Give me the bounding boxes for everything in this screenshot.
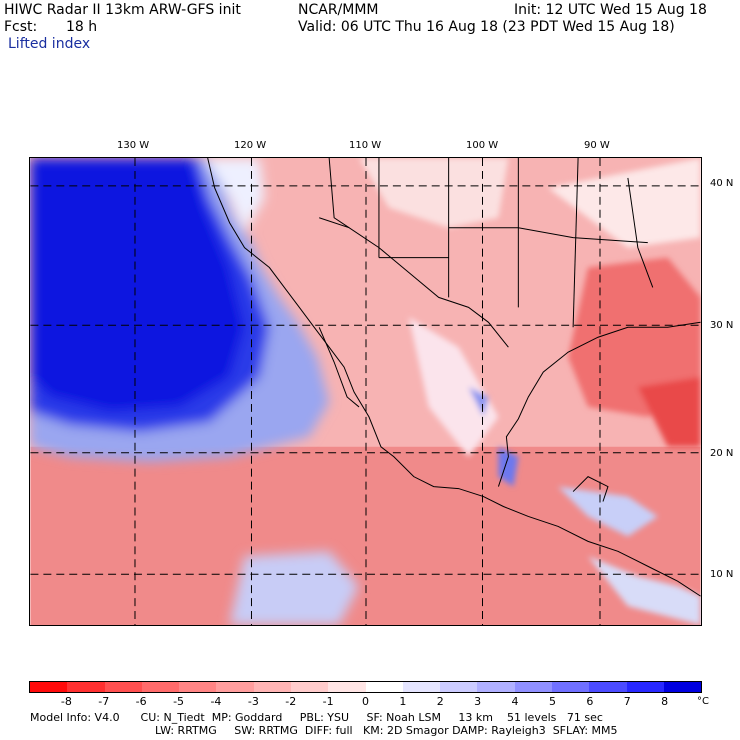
colorbar-swatch	[551, 682, 590, 692]
colorbar-tick-label: -4	[210, 695, 222, 708]
colorbar-swatch	[514, 682, 552, 692]
colorbar-swatch	[179, 682, 217, 692]
valid-time: Valid: 06 UTC Thu 16 Aug 18 (23 PDT Wed …	[298, 19, 675, 35]
colorbar-tick-label: -8	[60, 695, 72, 708]
colorbar-swatch	[589, 682, 627, 692]
colorbar-swatch	[141, 682, 180, 692]
colorbar-tick-label: 1	[399, 695, 407, 708]
colorbar-swatch	[626, 682, 664, 692]
colorbar-tick-label: -5	[173, 695, 185, 708]
colorbar-tick-label: 5	[548, 695, 556, 708]
fcst-value: 18 h	[66, 19, 98, 35]
fcst-label: Fcst:	[4, 19, 38, 35]
model-info-line2: LW: RRTMG SW: RRTMG DIFF: full KM: 2D Sm…	[155, 724, 618, 737]
colorbar-swatch	[104, 682, 142, 692]
lat-label-30n: 30 N	[710, 320, 734, 331]
coastlines-and-borders	[207, 158, 701, 597]
colorbar-swatch	[253, 682, 291, 692]
colorbar	[29, 681, 702, 693]
lat-lon-grid	[30, 158, 701, 625]
model-info-line1: Model Info: V4.0 CU: N_Tiedt MP: Goddard…	[30, 711, 603, 724]
lon-label-130w: 130 W	[117, 140, 150, 151]
colorbar-tick-label: 6	[586, 695, 594, 708]
colorbar-tick-label: -1	[322, 695, 334, 708]
lifted-index-map	[29, 157, 702, 626]
organization: NCAR/MMM	[298, 2, 379, 18]
lat-label-10n: 10 N	[710, 569, 734, 580]
colorbar-tick-label: -6	[135, 695, 147, 708]
colorbar-unit: °C	[697, 696, 709, 707]
colorbar-swatch	[290, 682, 329, 692]
colorbar-tick-label: 7	[623, 695, 631, 708]
colorbar-tick-label: -3	[247, 695, 259, 708]
lon-label-110w: 110 W	[349, 140, 382, 151]
colorbar-swatch	[402, 682, 441, 692]
field-name: Lifted index	[8, 36, 91, 52]
colorbar-swatch	[365, 682, 403, 692]
lon-label-90w: 90 W	[584, 140, 610, 151]
colorbar-tick-label: 3	[474, 695, 482, 708]
southern-band	[30, 446, 701, 625]
init-time: Init: 12 UTC Wed 15 Aug 18	[514, 2, 707, 18]
colorbar-swatch	[477, 682, 515, 692]
model-title: HIWC Radar II 13km ARW-GFS init	[4, 2, 241, 18]
colorbar-swatch	[663, 682, 702, 692]
lon-label-100w: 100 W	[466, 140, 499, 151]
colorbar-tick-label: -2	[285, 695, 297, 708]
colorbar-swatch	[216, 682, 254, 692]
colorbar-tick-label: 8	[661, 695, 669, 708]
lat-label-40n: 40 N	[710, 178, 734, 189]
colorbar-tick-label: 2	[436, 695, 444, 708]
colorbar-swatch	[328, 682, 366, 692]
pacific-stable-area	[30, 158, 360, 625]
colorbar-swatch	[67, 682, 105, 692]
lon-label-120w: 120 W	[234, 140, 267, 151]
colorbar-tick-label: 4	[511, 695, 519, 708]
colorbar-tick-label: -7	[98, 695, 110, 708]
colorbar-tick-label: 0	[362, 695, 369, 708]
lat-label-20n: 20 N	[710, 448, 734, 459]
colorbar-swatch	[30, 682, 68, 692]
colorbar-swatch	[440, 682, 478, 692]
